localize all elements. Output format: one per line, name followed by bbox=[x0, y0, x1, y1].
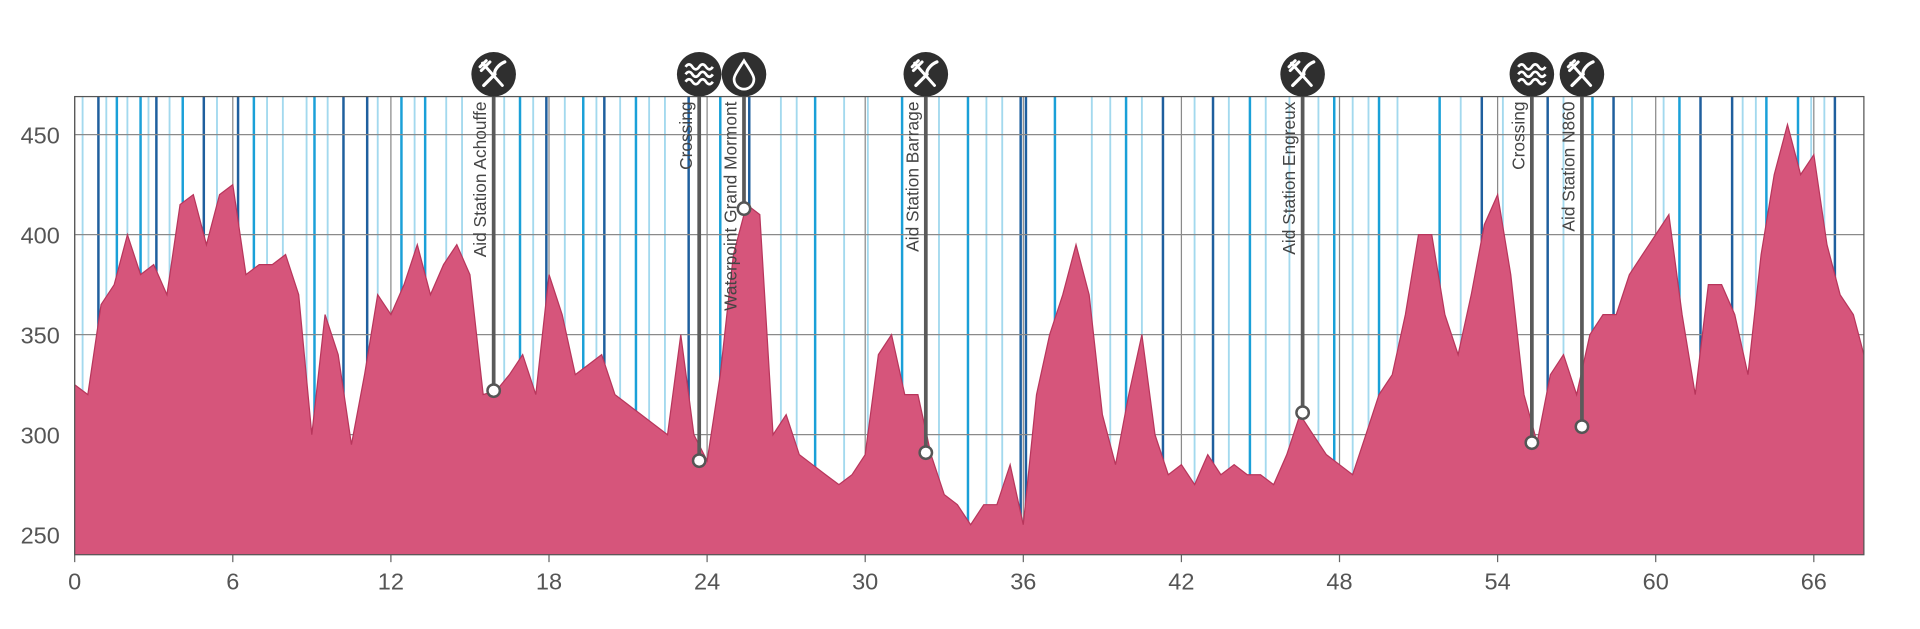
poi-point bbox=[1574, 419, 1590, 435]
poi: Crossing bbox=[1508, 52, 1555, 451]
markers: Aid Station Achouffe Crossing Waterpoint G… bbox=[470, 52, 1605, 469]
poi-icon bbox=[721, 52, 767, 97]
y-tick-label: 300 bbox=[21, 422, 60, 448]
x-tick-label: 30 bbox=[852, 568, 878, 594]
poi: Aid Station N860 bbox=[1559, 52, 1605, 435]
x-tick-label: 48 bbox=[1326, 568, 1352, 594]
x-tick-label: 36 bbox=[1010, 568, 1036, 594]
icon-wave bbox=[1517, 63, 1547, 71]
poi-point bbox=[1295, 405, 1311, 421]
poi-label: Aid Station Achouffe bbox=[470, 102, 490, 258]
y-tick-label: 400 bbox=[21, 222, 60, 248]
plot-frame bbox=[74, 95, 1865, 556]
y-tick-label: 350 bbox=[21, 322, 60, 348]
poi-point bbox=[918, 445, 934, 461]
y-tick-label: 250 bbox=[21, 522, 60, 548]
poi-point bbox=[486, 383, 502, 399]
poi-label: Aid Station Barrage bbox=[902, 102, 922, 252]
y-tick-label: 450 bbox=[21, 122, 60, 148]
elevation-line bbox=[74, 122, 1865, 526]
x-tick-label: 12 bbox=[378, 568, 404, 594]
poi-point bbox=[1524, 435, 1540, 451]
x-tick-label: 18 bbox=[536, 568, 562, 594]
icon-knife bbox=[1570, 60, 1595, 88]
icon-knife bbox=[914, 60, 939, 88]
icon-knife bbox=[1291, 60, 1316, 88]
poi-point bbox=[691, 453, 707, 469]
icon-fork bbox=[478, 59, 504, 87]
poi: Crossing bbox=[676, 52, 722, 469]
icon-wave bbox=[684, 63, 714, 71]
frame: 250 300 350 400 450 0 6 12 18 24 30 36 42 48 54 60 66 bbox=[21, 95, 1865, 594]
poi-label: Aid Station Engreux bbox=[1279, 101, 1299, 254]
x-tick-label: 66 bbox=[1801, 568, 1827, 594]
x-tick-label: 42 bbox=[1168, 568, 1194, 594]
poi-label: Aid Station N860 bbox=[1559, 102, 1579, 232]
poi: Waterpoint Grand Mormont bbox=[721, 52, 767, 311]
icon-knife bbox=[482, 60, 507, 88]
icon-wave bbox=[1517, 77, 1547, 86]
x-tick-label: 0 bbox=[68, 568, 81, 594]
x-tick-label: 60 bbox=[1643, 568, 1669, 594]
poi-label: Waterpoint Grand Mormont bbox=[721, 101, 741, 310]
icon-wave bbox=[684, 70, 714, 79]
x-tick-label: 24 bbox=[694, 568, 720, 594]
elevation-area bbox=[74, 124, 1864, 555]
poi-label: Crossing bbox=[676, 102, 696, 170]
icon-wave bbox=[1517, 70, 1547, 79]
elevation bbox=[74, 122, 1865, 555]
poi: Aid Station Barrage bbox=[902, 52, 949, 461]
poi: Aid Station Achouffe bbox=[470, 52, 516, 399]
icon-wave bbox=[684, 77, 714, 86]
poi-label: Crossing bbox=[1508, 102, 1528, 170]
icon-fork bbox=[910, 59, 936, 87]
x-tick-label: 54 bbox=[1485, 568, 1511, 594]
icon-fork bbox=[1287, 59, 1313, 87]
poi-point bbox=[736, 201, 752, 217]
icon-fork bbox=[1566, 59, 1593, 87]
poi: Aid Station Engreux bbox=[1279, 52, 1325, 421]
icon-drop bbox=[732, 58, 756, 91]
x-tick-label: 6 bbox=[226, 568, 239, 594]
